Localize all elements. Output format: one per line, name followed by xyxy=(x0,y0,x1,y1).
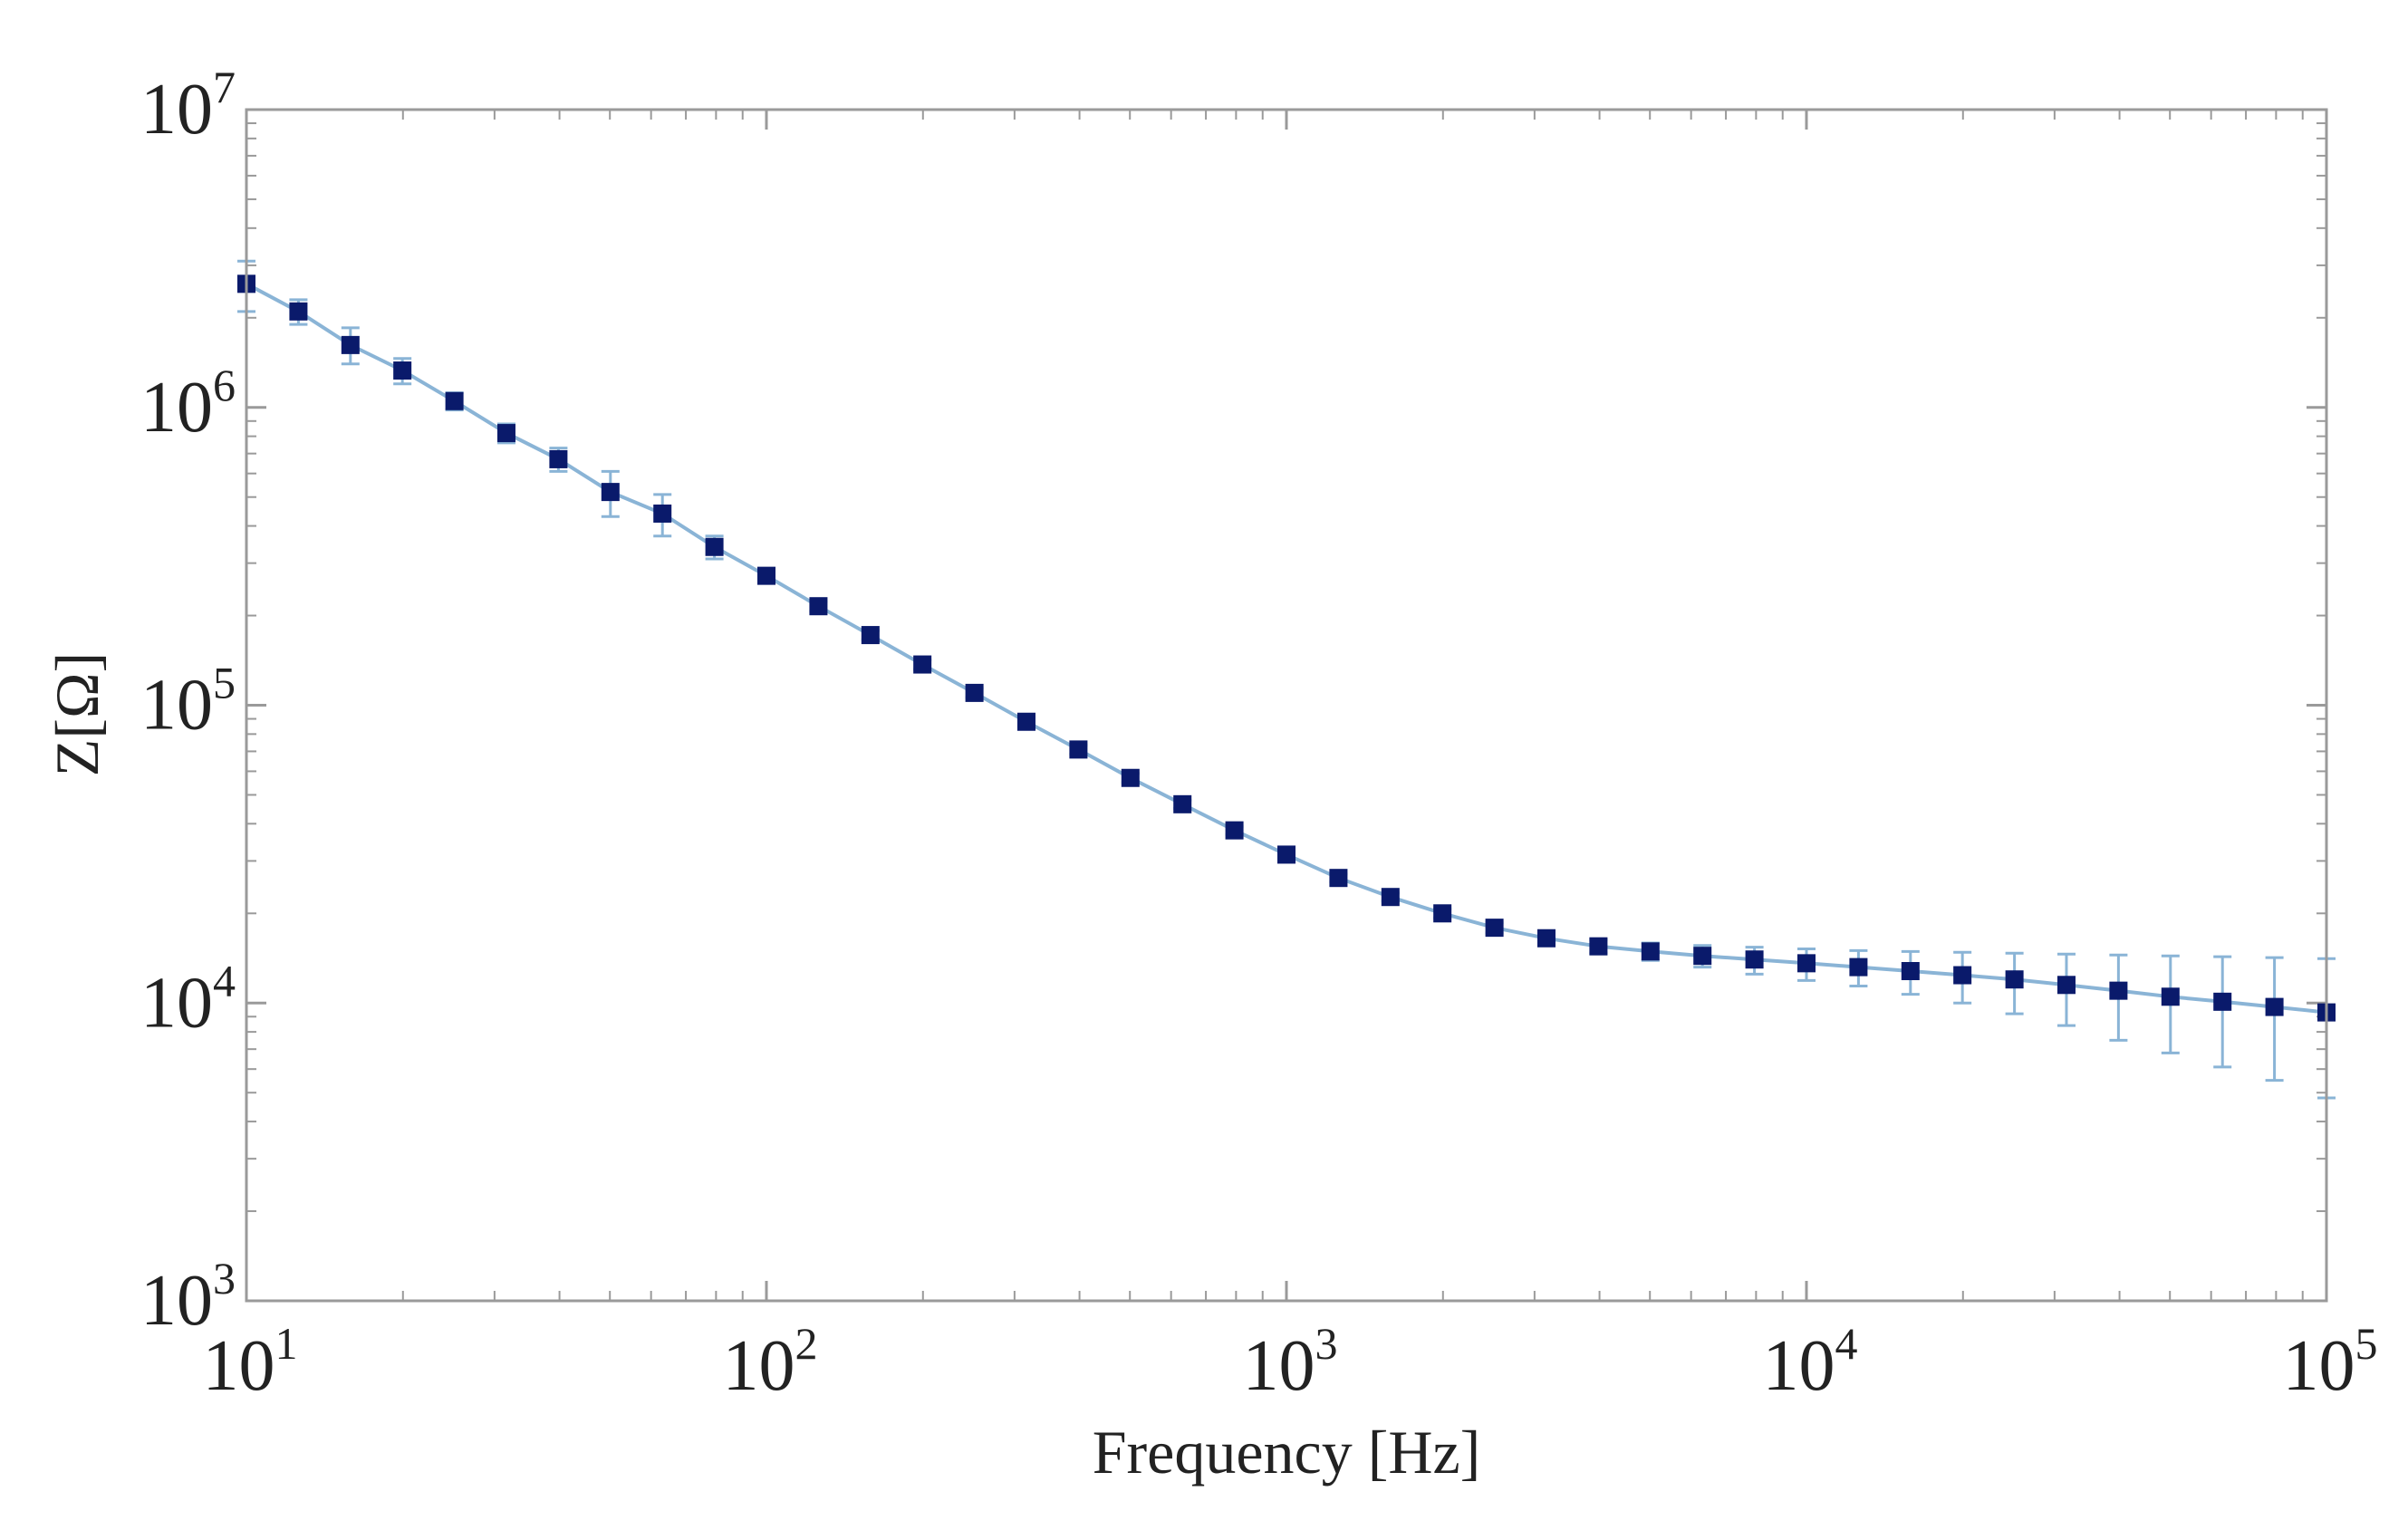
y-tick-label: 104 xyxy=(140,955,236,1043)
data-point xyxy=(2109,981,2128,1000)
y-tick-label: 105 xyxy=(140,658,236,746)
data-point xyxy=(809,597,828,616)
data-point xyxy=(1121,768,1140,787)
x-tick-label: 105 xyxy=(2283,1318,2378,1406)
data-point xyxy=(2005,970,2024,989)
error-bar xyxy=(2213,955,2232,1069)
minor-ticks xyxy=(246,110,2326,1301)
data-point xyxy=(1953,966,1972,985)
y-tick-label: 103 xyxy=(140,1253,236,1341)
x-tick-label: 104 xyxy=(1763,1318,1858,1406)
data-point xyxy=(1173,794,1192,813)
data-point xyxy=(496,424,515,443)
data-point xyxy=(1589,937,1608,956)
data-point xyxy=(1693,947,1712,966)
data-point xyxy=(1329,869,1348,888)
data-point xyxy=(341,335,360,354)
error-bar xyxy=(2265,956,2284,1083)
data-point xyxy=(2161,987,2180,1006)
data-point xyxy=(1433,904,1452,923)
data-point xyxy=(1849,957,1868,977)
x-tick-label: 101 xyxy=(203,1318,298,1406)
data-point xyxy=(705,537,724,556)
x-tick-label: 102 xyxy=(723,1318,818,1406)
data-point xyxy=(445,391,464,410)
data-point xyxy=(2265,997,2284,1016)
data-point xyxy=(289,302,308,321)
data-point xyxy=(1797,954,1816,973)
data-point xyxy=(653,504,672,523)
data-point xyxy=(393,361,412,380)
data-point xyxy=(965,683,984,702)
data-point xyxy=(1277,845,1296,864)
data-point xyxy=(2056,976,2076,995)
plot-frame xyxy=(245,108,2328,1303)
data-point xyxy=(2213,992,2232,1011)
x-axis-title: Frequency [Hz] xyxy=(1093,1418,1481,1487)
x-tick-labels: 101 102 103 104 105 xyxy=(203,1318,2378,1406)
data-point xyxy=(1901,962,1920,981)
data-point xyxy=(861,626,880,645)
y-tick-labels: 103 104 105 106 107 xyxy=(140,62,236,1341)
y-axis-title: Z[Ω] xyxy=(43,652,111,776)
data-point xyxy=(601,483,620,502)
data-point xyxy=(1641,942,1660,961)
data-point xyxy=(1745,950,1764,969)
data-point xyxy=(757,566,775,585)
data-point xyxy=(913,655,932,674)
y-tick-label: 107 xyxy=(140,62,236,149)
data-point xyxy=(1225,821,1244,840)
x-tick-label: 103 xyxy=(1243,1318,1338,1406)
data-point xyxy=(1381,888,1400,907)
data-point xyxy=(1016,712,1035,731)
data-point xyxy=(1485,919,1504,938)
y-tick-label: 106 xyxy=(140,360,236,447)
data-point xyxy=(1536,929,1556,948)
data-point xyxy=(549,449,568,468)
data-point xyxy=(1069,740,1088,759)
